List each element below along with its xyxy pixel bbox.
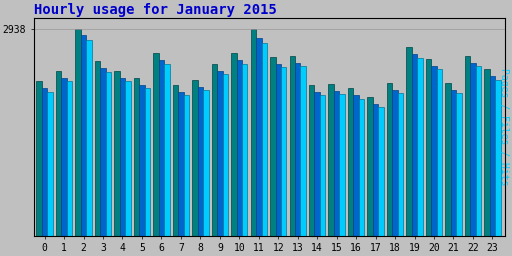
Bar (314, 92, 320, 236)
Bar (470, 63, 476, 236)
Bar (437, 69, 442, 236)
Bar (348, 88, 353, 236)
Bar (256, 38, 262, 236)
Bar (407, 47, 412, 236)
Bar (320, 95, 325, 236)
Y-axis label: Pages / Files / Hits: Pages / Files / Hits (499, 68, 509, 186)
Bar (368, 97, 373, 236)
Bar (56, 71, 61, 236)
Bar (139, 85, 145, 236)
Bar (153, 53, 159, 236)
Bar (398, 93, 403, 236)
Bar (47, 92, 53, 236)
Bar (301, 66, 306, 236)
Bar (465, 56, 470, 236)
Bar (95, 61, 100, 236)
Bar (159, 60, 164, 236)
Bar (198, 87, 203, 236)
Bar (359, 99, 365, 236)
Bar (178, 92, 184, 236)
Bar (217, 71, 223, 236)
Bar (426, 59, 431, 236)
Bar (275, 63, 281, 236)
Bar (36, 81, 42, 236)
Bar (353, 95, 359, 236)
Bar (134, 78, 139, 236)
Text: Hourly usage for January 2015: Hourly usage for January 2015 (34, 3, 277, 17)
Bar (417, 58, 423, 236)
Bar (387, 82, 392, 236)
Bar (309, 85, 314, 236)
Bar (106, 72, 111, 236)
Bar (120, 78, 125, 236)
Bar (373, 104, 378, 236)
Bar (484, 69, 489, 236)
Bar (242, 63, 247, 236)
Bar (281, 67, 286, 236)
Bar (329, 84, 334, 236)
Bar (192, 80, 198, 236)
Bar (431, 66, 437, 236)
Bar (489, 76, 495, 236)
Bar (125, 81, 131, 236)
Bar (223, 74, 228, 236)
Bar (87, 40, 92, 236)
Bar (237, 60, 242, 236)
Bar (173, 85, 178, 236)
Bar (378, 107, 384, 236)
Bar (445, 82, 451, 236)
Bar (495, 80, 501, 236)
Bar (145, 88, 150, 236)
Bar (67, 81, 72, 236)
Bar (334, 91, 339, 236)
Bar (81, 36, 87, 236)
Bar (451, 90, 456, 236)
Bar (75, 29, 81, 236)
Bar (100, 69, 106, 236)
Bar (164, 63, 169, 236)
Bar (184, 95, 189, 236)
Bar (42, 88, 47, 236)
Bar (211, 63, 217, 236)
Bar (412, 55, 417, 236)
Bar (262, 42, 267, 236)
Bar (203, 90, 208, 236)
Bar (295, 63, 301, 236)
Bar (290, 56, 295, 236)
Bar (231, 53, 237, 236)
Bar (339, 94, 345, 236)
Bar (476, 66, 481, 236)
Bar (270, 57, 275, 236)
Bar (392, 90, 398, 236)
Bar (114, 71, 120, 236)
Bar (456, 93, 462, 236)
Bar (61, 78, 67, 236)
Bar (250, 29, 256, 236)
